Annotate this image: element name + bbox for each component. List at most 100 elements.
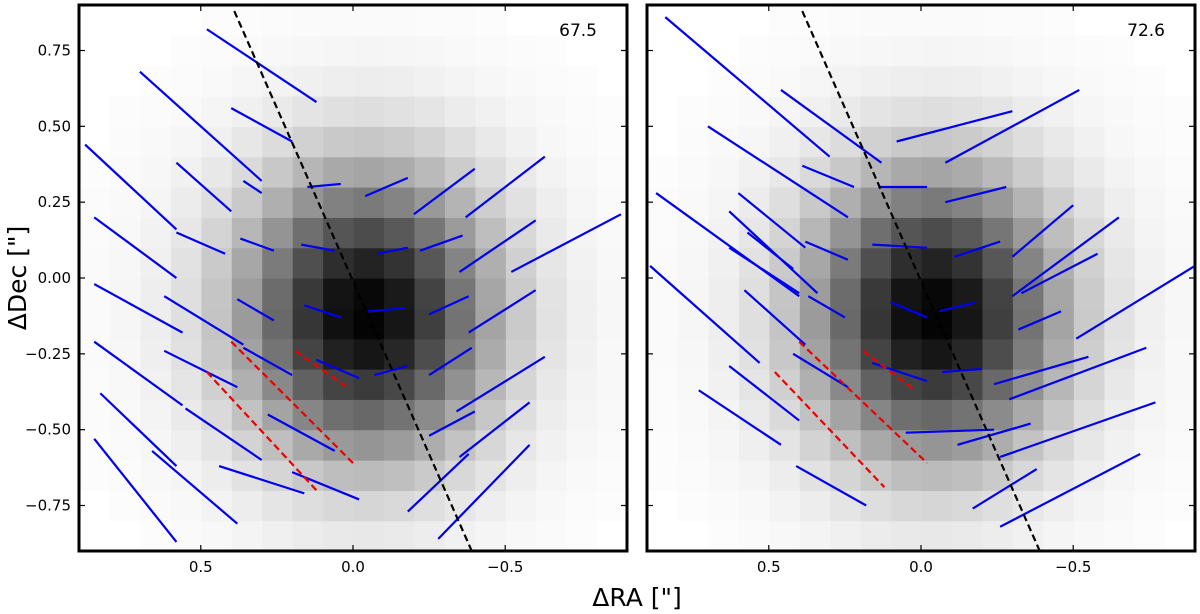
blue-vector <box>93 340 184 407</box>
heatmap-cell <box>768 429 800 461</box>
heatmap-cell <box>535 65 567 97</box>
heatmap-cell <box>139 399 171 431</box>
plot-frame <box>77 3 629 553</box>
heatmap-cell <box>353 96 385 127</box>
blue-vector <box>972 468 1038 510</box>
heatmap-cell <box>535 429 567 461</box>
blue-vector <box>218 465 305 495</box>
heatmap-cell <box>139 187 171 218</box>
heatmap-cell <box>707 338 739 370</box>
heatmap-cell <box>170 187 202 218</box>
plot-frame <box>645 3 1197 553</box>
blue-vector <box>954 240 1001 258</box>
heatmap-cell <box>677 96 709 127</box>
heatmap-cell <box>261 96 293 127</box>
x-tick-label: −0.5 <box>1055 558 1091 576</box>
heatmap-cell <box>1103 520 1135 551</box>
heatmap-cell <box>413 96 445 127</box>
blue-vector <box>455 355 546 413</box>
heatmap-cell <box>139 126 171 158</box>
heatmap-cell <box>566 429 598 461</box>
heatmap-cell <box>596 278 627 309</box>
heatmap-cell <box>707 460 739 491</box>
blue-vector <box>242 346 293 377</box>
x-tick-label: 0.0 <box>909 558 933 576</box>
heatmap-cell <box>860 156 892 188</box>
heatmap-cell <box>322 278 354 309</box>
heatmap-cell <box>322 247 354 279</box>
heatmap-cell <box>860 247 892 279</box>
heatmap-cell <box>109 278 141 309</box>
heatmap-cell <box>1103 278 1135 309</box>
heatmap-cell <box>200 35 232 67</box>
heatmap-cell <box>200 65 232 97</box>
heatmap-cell <box>200 156 232 188</box>
heatmap-cell <box>1042 156 1074 188</box>
blue-vector <box>707 125 849 219</box>
heatmap-cell <box>890 429 922 461</box>
heatmap-cell <box>566 338 598 370</box>
heatmap-cell <box>768 35 800 67</box>
heatmap-cell <box>535 308 567 340</box>
heatmap-cell <box>322 429 354 461</box>
heatmap-cell <box>1164 247 1195 279</box>
heatmap-cell <box>566 308 598 340</box>
blue-vector <box>737 192 807 249</box>
heatmap-cell <box>1164 156 1195 188</box>
heatmap-cell <box>322 187 354 218</box>
heatmap-cell <box>1164 399 1195 431</box>
x-tick-label: −0.5 <box>487 558 523 576</box>
heatmap-cell <box>170 247 202 279</box>
blue-vector <box>945 185 1007 204</box>
heatmap-cell <box>647 247 679 279</box>
heatmap-cell <box>1164 429 1195 461</box>
heatmap-cell <box>1042 217 1074 249</box>
heatmap-cell <box>109 490 141 522</box>
heatmap-cell <box>921 5 953 36</box>
heatmap-cell <box>951 217 983 249</box>
heatmap-cell <box>707 65 739 97</box>
heatmap-cell <box>383 278 415 309</box>
blue-vector <box>316 358 360 380</box>
heatmap-cell <box>1012 429 1044 461</box>
heatmap-cell <box>799 217 831 249</box>
blue-vector <box>163 295 244 346</box>
heatmap-cell <box>261 460 293 491</box>
heatmap-cell <box>860 429 892 461</box>
panel-label: 67.5 <box>559 21 597 41</box>
heatmap-cell <box>139 65 171 97</box>
heatmap-cell <box>860 217 892 249</box>
heatmap-cell <box>829 96 861 127</box>
heatmap-cell <box>383 429 415 461</box>
heatmap-cell <box>1164 126 1195 158</box>
heatmap-cell <box>535 520 567 551</box>
heatmap-cell <box>860 520 892 551</box>
blue-vector <box>458 401 531 458</box>
heatmap-cell <box>829 35 861 67</box>
heatmap-cell <box>1073 520 1105 551</box>
blue-vector <box>458 219 537 273</box>
heatmap-cell <box>139 217 171 249</box>
heatmap-cell <box>261 217 293 249</box>
heatmap-cell <box>231 369 263 400</box>
heatmap-cell <box>474 96 506 127</box>
heatmap-cell <box>860 278 892 309</box>
heatmap-cell <box>981 5 1013 36</box>
heatmap-cell <box>474 126 506 158</box>
heatmap-cell <box>890 96 922 127</box>
heatmap-cell <box>1073 429 1105 461</box>
heatmap-cell <box>505 247 537 279</box>
heatmap-cell <box>474 429 506 461</box>
heatmap-cell <box>353 308 385 340</box>
heatmap-cell <box>829 126 861 158</box>
heatmap-cell <box>707 369 739 400</box>
heatmap-cell <box>139 156 171 188</box>
heatmap-cell <box>505 126 537 158</box>
blue-vector <box>364 176 409 198</box>
heatmap-cell <box>1042 5 1074 36</box>
blue-vector <box>896 110 1013 143</box>
heatmap-cell <box>170 65 202 97</box>
heatmap-cell <box>799 5 831 36</box>
heatmap-cell <box>1042 490 1074 522</box>
heatmap-cell <box>413 338 445 370</box>
